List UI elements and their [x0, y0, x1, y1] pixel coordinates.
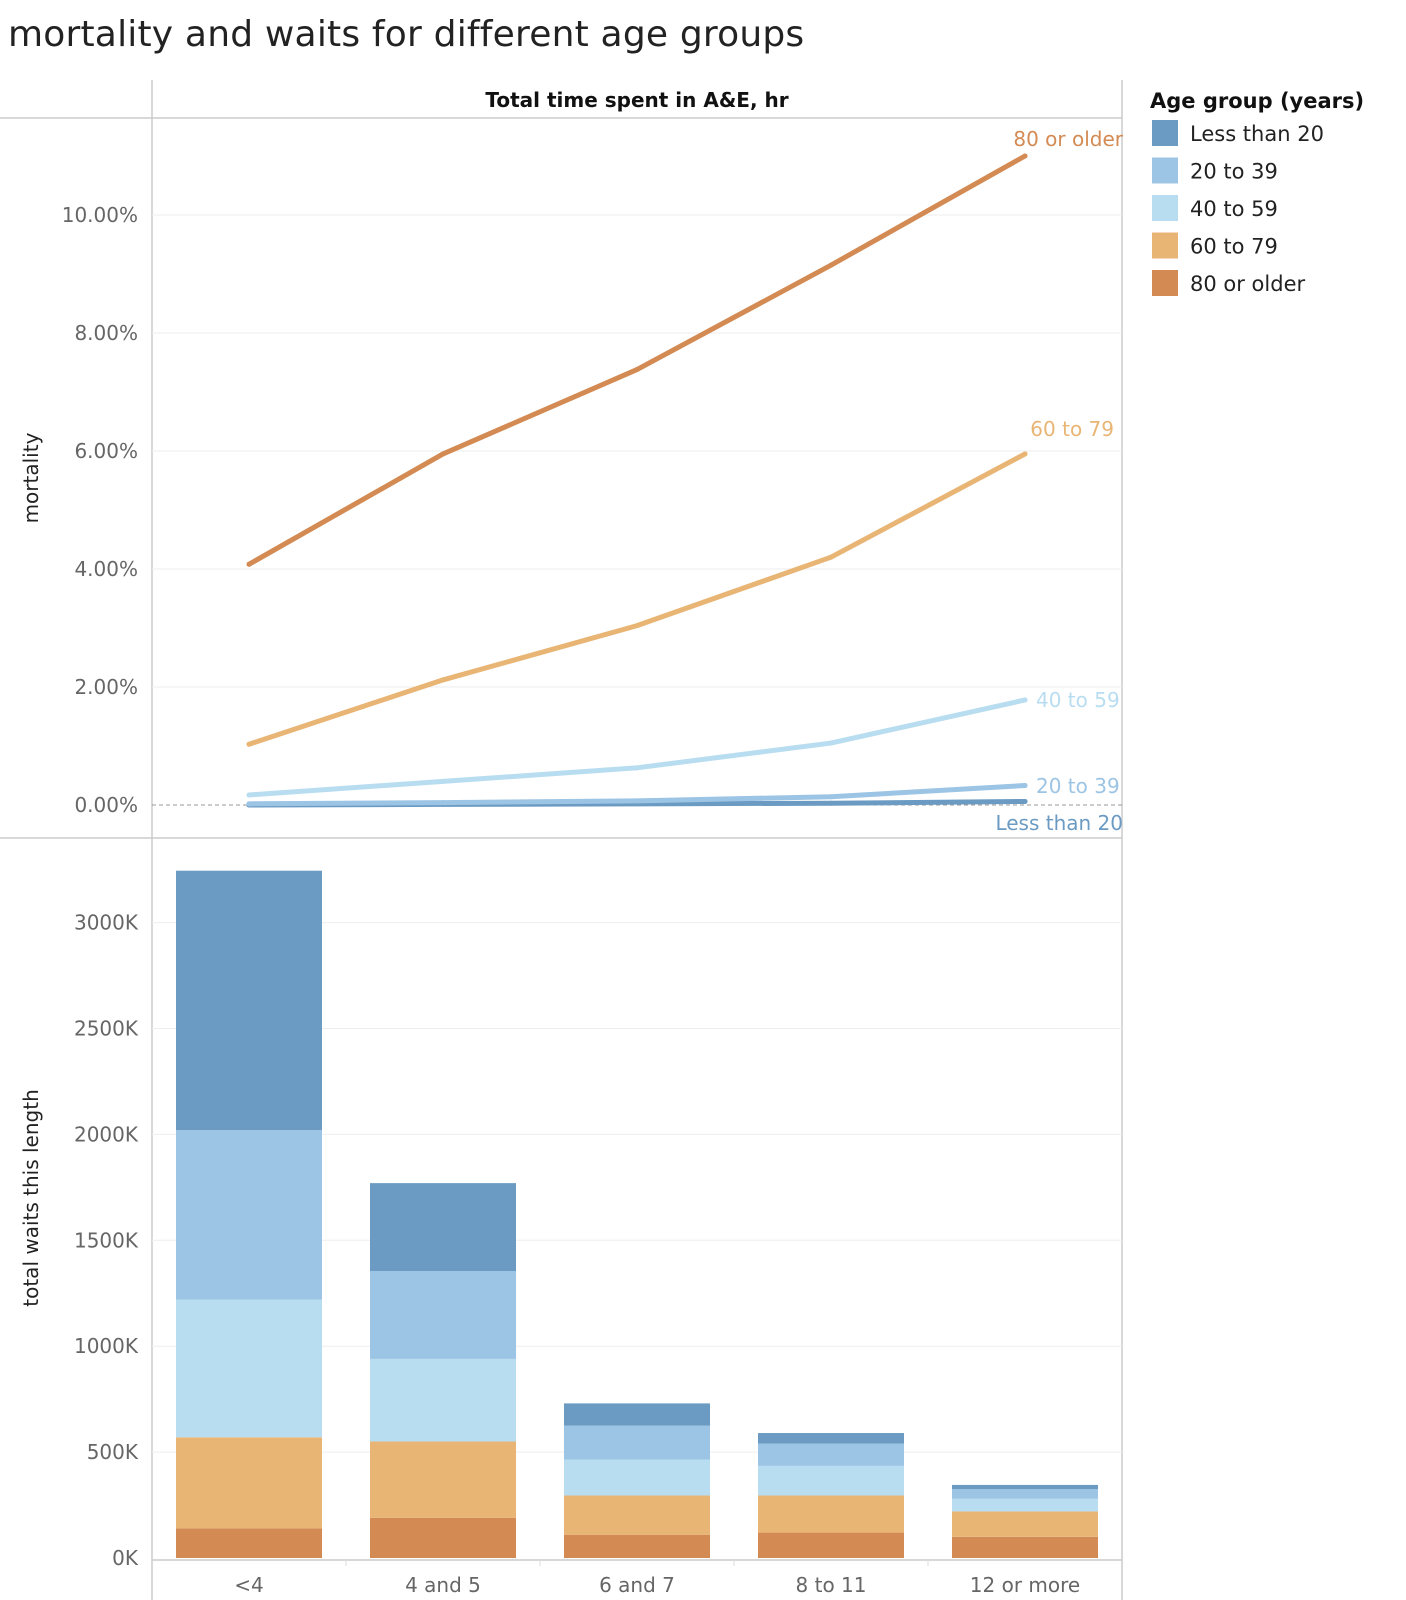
x-tick-label: 12 or more	[970, 1573, 1080, 1597]
y-tick-label: 500K	[87, 1440, 139, 1464]
column-header: Total time spent in A&E, hr	[485, 88, 788, 112]
point-60-to-79	[246, 741, 252, 747]
bar-segment-80-or-older	[758, 1532, 904, 1558]
x-tick-label: 4 and 5	[405, 1573, 481, 1597]
bar-segment-40-to-59	[564, 1459, 710, 1496]
point-80-or-older	[634, 367, 640, 373]
point-20-to-39	[828, 794, 834, 800]
bar-segment-20-to-39	[370, 1271, 516, 1359]
point-80-or-older	[1022, 153, 1028, 159]
bar-segment-60-to-79	[176, 1437, 322, 1529]
bar-segment-20-to-39	[176, 1130, 322, 1300]
legend: Age group (years) Less than 20 20 to 39 40 …	[1150, 89, 1364, 296]
bar-segment-60-to-79	[564, 1495, 710, 1535]
bar-segment-less-than-20	[370, 1183, 516, 1272]
x-tick-label: 6 and 7	[599, 1573, 675, 1597]
legend-swatch-40-to-59	[1152, 195, 1178, 221]
bar-segment-20-to-39	[952, 1489, 1098, 1499]
point-less-than-20	[828, 800, 834, 806]
y-tick-label: 0.00%	[74, 793, 138, 817]
y-tick-label: 2.00%	[74, 675, 138, 699]
bar-segment-80-or-older	[952, 1536, 1098, 1558]
y-tick-label: 2500K	[74, 1017, 139, 1041]
y-tick-label: 1500K	[74, 1228, 139, 1252]
bar-segment-80-or-older	[176, 1528, 322, 1558]
bar-segment-20-to-39	[758, 1443, 904, 1466]
bar-segment-60-to-79	[758, 1495, 904, 1533]
legend-title: Age group (years)	[1150, 89, 1364, 113]
point-20-to-39	[246, 801, 252, 807]
legend-swatch-80-or-older	[1152, 270, 1178, 296]
point-40-to-59	[1022, 697, 1028, 703]
point-60-to-79	[440, 677, 446, 683]
bar-segment-less-than-20	[176, 870, 322, 1131]
point-20-to-39	[440, 800, 446, 806]
x-axis-ticks: <4 4 and 5 6 and 7 8 to 11 12 or more	[234, 1560, 1080, 1597]
point-60-to-79	[1022, 451, 1028, 457]
y-tick-label: 8.00%	[74, 321, 138, 345]
legend-swatch-less-than-20	[1152, 120, 1178, 146]
y-axis-title: total waits this length	[19, 1089, 43, 1306]
point-20-to-39	[1022, 783, 1028, 789]
bar-segment-80-or-older	[564, 1534, 710, 1558]
point-less-than-20	[1022, 798, 1028, 804]
point-40-to-59	[634, 765, 640, 771]
y-tick-label: 1000K	[74, 1334, 139, 1358]
mortality-pane: 0.00% 2.00% 4.00% 6.00% 8.00% 10.00% mortality…	[19, 127, 1124, 835]
bar-segment-20-to-39	[564, 1425, 710, 1460]
legend-label-less-than-20: Less than 20	[1190, 122, 1324, 146]
x-tick-label: <4	[234, 1573, 263, 1597]
y-tick-label: 3000K	[74, 911, 139, 935]
line-80-or-older	[246, 153, 1028, 567]
point-60-to-79	[634, 623, 640, 629]
series-label-80-or-older: 80 or older	[1013, 127, 1123, 151]
bar-segment-60-to-79	[370, 1441, 516, 1518]
bar-segment-60-to-79	[952, 1511, 1098, 1537]
point-80-or-older	[246, 561, 252, 567]
legend-label-80-or-older: 80 or older	[1190, 272, 1305, 296]
series-label-20-to-39: 20 to 39	[1036, 774, 1120, 798]
bar-segment-less-than-20	[952, 1484, 1098, 1490]
bar-segment-less-than-20	[564, 1403, 710, 1426]
x-tick-label: 8 to 11	[796, 1573, 867, 1597]
legend-swatch-60-to-79	[1152, 232, 1178, 259]
point-20-to-39	[634, 798, 640, 804]
bar-segment-40-to-59	[370, 1358, 516, 1442]
point-60-to-79	[828, 554, 834, 560]
chart-title: mortality and waits for different age gr…	[8, 14, 805, 55]
point-40-to-59	[440, 778, 446, 784]
series-label-40-to-59: 40 to 59	[1036, 688, 1120, 712]
y-tick-label: 6.00%	[74, 439, 138, 463]
point-80-or-older	[828, 262, 834, 268]
y-tick-label: 10.00%	[62, 203, 138, 227]
legend-label-60-to-79: 60 to 79	[1190, 235, 1278, 259]
y-tick-label: 4.00%	[74, 557, 138, 581]
line-40-to-59	[246, 697, 1028, 798]
point-80-or-older	[440, 451, 446, 457]
legend-label-40-to-59: 40 to 59	[1190, 197, 1278, 221]
y-tick-label: 2000K	[74, 1122, 139, 1146]
bar-segment-40-to-59	[758, 1465, 904, 1496]
bar-segment-80-or-older	[370, 1517, 516, 1558]
bar-segment-40-to-59	[952, 1498, 1098, 1512]
legend-label-20-to-39: 20 to 39	[1190, 160, 1278, 184]
y-tick-label: 0K	[112, 1546, 139, 1570]
bar-segment-40-to-59	[176, 1299, 322, 1438]
series-label-less-than-20: Less than 20	[995, 811, 1123, 835]
bar-segment-less-than-20	[758, 1433, 904, 1444]
point-40-to-59	[246, 792, 252, 798]
waits-pane: 0K 500K 1000K 1500K 2000K 2500K 3000K total wai…	[19, 870, 1122, 1570]
series-label-60-to-79: 60 to 79	[1030, 417, 1114, 441]
point-40-to-59	[828, 740, 834, 746]
legend-swatch-20-to-39	[1152, 157, 1178, 184]
y-axis-title: mortality	[19, 432, 43, 523]
